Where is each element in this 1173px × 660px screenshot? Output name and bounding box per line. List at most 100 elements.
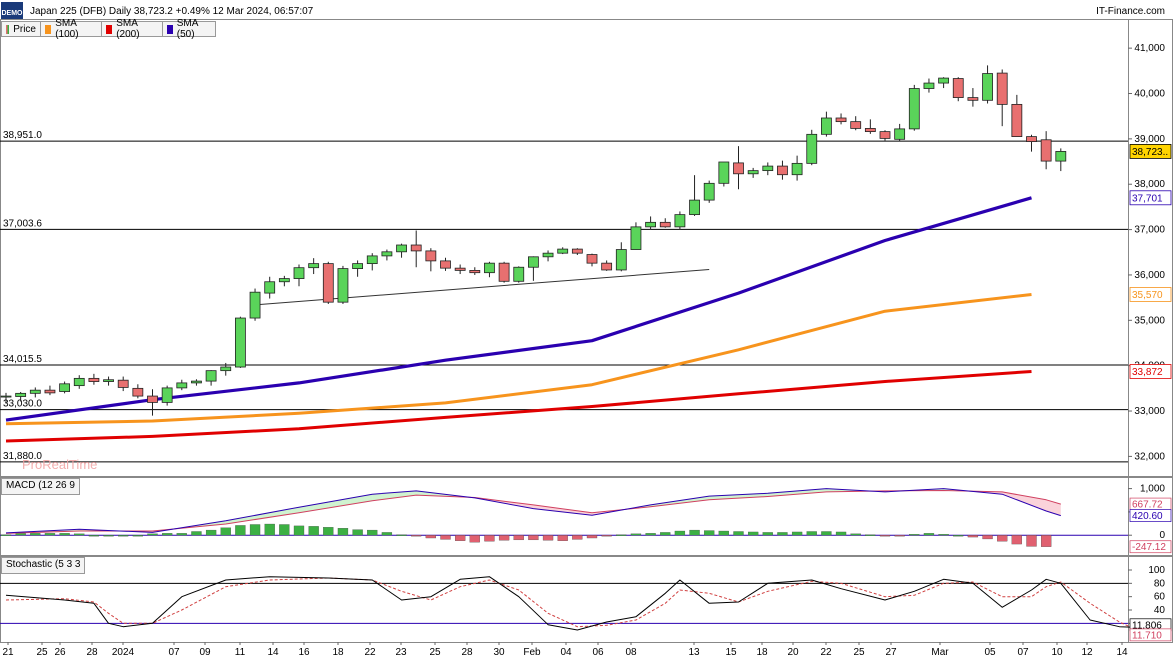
macd-histogram-bar (616, 534, 627, 536)
last-value-tag (1129, 144, 1172, 159)
macd-histogram-bar (59, 533, 70, 536)
macd-histogram-bar (689, 529, 700, 536)
candle-body (864, 128, 876, 133)
macd-histogram-bar (484, 535, 495, 542)
macd-cloud-segment (350, 496, 358, 505)
macd-histogram-bar (440, 535, 451, 540)
candle-body (205, 370, 217, 382)
candle-body (601, 262, 613, 271)
horizontal-level-label: 31,880.0 (3, 451, 42, 462)
candle-body (410, 244, 422, 252)
horizontal-level-label: 38,951.0 (3, 130, 42, 141)
stoch-y-tick-label: 80 (1154, 578, 1166, 589)
macd-histogram-bar (557, 535, 568, 541)
candle-body (352, 263, 364, 269)
x-tick-label: 15 (725, 647, 737, 658)
macd-histogram-bar (718, 530, 729, 536)
candle-body (29, 389, 41, 394)
macd-histogram-bar (601, 535, 612, 537)
macd-histogram-bar (791, 531, 803, 536)
price-y-tick-label: 40,000 (1134, 89, 1165, 100)
candle-body (542, 252, 554, 258)
panel-frame-2 (0, 556, 1173, 643)
macd-value-label: -247.12 (1132, 542, 1166, 553)
x-tick-label: 06 (592, 647, 604, 658)
macd-cloud-segment (408, 490, 417, 497)
last-value-tag (1129, 190, 1172, 206)
candle-body (73, 377, 85, 387)
candle-body (689, 199, 700, 216)
x-tick-label: 28 (86, 647, 98, 658)
macd-histogram-bar (176, 533, 187, 536)
horizontal-level-label: 33,030.0 (3, 399, 42, 410)
chart-title: Japan 225 (DFB) Daily 38,723.2 +0.49% 12… (30, 6, 314, 17)
macd-histogram-bar (293, 525, 305, 536)
macd-histogram-bar (997, 535, 1008, 542)
stoch-value-label: 11.710 (1132, 630, 1162, 641)
macd-y-tick-label: 0 (1159, 530, 1165, 541)
candle-body (366, 255, 378, 265)
stoch-y-tick-label: 60 (1154, 592, 1166, 603)
x-tick-label: 16 (298, 647, 310, 658)
candle-body (176, 382, 188, 389)
candle-body (308, 263, 320, 269)
macd-histogram-bar (513, 535, 524, 541)
candle-body (1011, 103, 1023, 137)
macd-histogram-bar (161, 533, 173, 536)
candle-body (879, 131, 891, 139)
macd-cloud-segment (313, 503, 321, 511)
candle-body (777, 165, 788, 176)
macd-cloud-segment (760, 493, 768, 497)
macd-histogram-bar (118, 535, 129, 537)
macd-cloud-segment (328, 500, 336, 508)
macd-cloud-segment (811, 489, 820, 494)
candle-body (528, 256, 539, 268)
macd-histogram-bar (528, 535, 539, 541)
candle-body (938, 77, 949, 84)
price-y-tick-label: 37,000 (1134, 225, 1165, 236)
macd-histogram-bar (0, 534, 12, 536)
candle-body (440, 260, 451, 269)
macd-histogram-bar (762, 532, 773, 536)
brand-label: IT-Finance.com (1096, 6, 1165, 17)
last-value-label: 33,872 (1132, 367, 1163, 378)
candle-body (15, 392, 27, 397)
x-tick-label: 23 (395, 647, 407, 658)
candle-body (923, 82, 935, 89)
legend-sma-200[interactable]: SMA (200) (101, 18, 163, 40)
candle-body (0, 395, 12, 398)
candle-body (396, 244, 407, 253)
macd-histogram-bar (982, 535, 993, 540)
macd-histogram-bar (337, 528, 349, 536)
macd-cloud-segment (291, 507, 299, 514)
macd-label[interactable]: MACD (12 26 9 (1, 478, 80, 495)
macd-histogram-bar (454, 535, 466, 541)
legend-sma-100[interactable]: SMA (100) (40, 18, 102, 40)
macd-cloud-segment (1031, 497, 1039, 509)
x-tick-label: 22 (364, 647, 376, 658)
macd-histogram-bar (132, 535, 144, 537)
candle-body (967, 97, 979, 101)
macd-histogram-bar (44, 533, 56, 536)
macd-histogram-bar (733, 531, 744, 536)
legend-price[interactable]: Price (1, 21, 41, 37)
candle-body (147, 395, 158, 403)
price-y-tick-label: 33,000 (1134, 406, 1165, 417)
stochastic-label[interactable]: Stochastic (5 3 3 (1, 557, 86, 574)
macd-histogram-bar (1026, 535, 1037, 547)
candle-body (220, 366, 232, 372)
last-value-label: 38,723.. (1132, 147, 1168, 158)
macd-value-label: 667.72 (1132, 500, 1163, 511)
legend-sma-50[interactable]: SMA (50) (162, 18, 216, 40)
macd-histogram-bar (777, 532, 788, 536)
macd-histogram-bar (953, 535, 964, 537)
candle-body (117, 379, 129, 388)
candle-body (952, 78, 964, 98)
macd-histogram-bar (572, 535, 583, 540)
macd-histogram-bar (923, 533, 935, 536)
macd-histogram-bar (30, 533, 41, 536)
macd-cloud-segment (716, 495, 724, 500)
macd-value-tag (1129, 509, 1172, 522)
macd-histogram-bar (279, 524, 290, 536)
macd-cloud-segment (394, 492, 402, 498)
